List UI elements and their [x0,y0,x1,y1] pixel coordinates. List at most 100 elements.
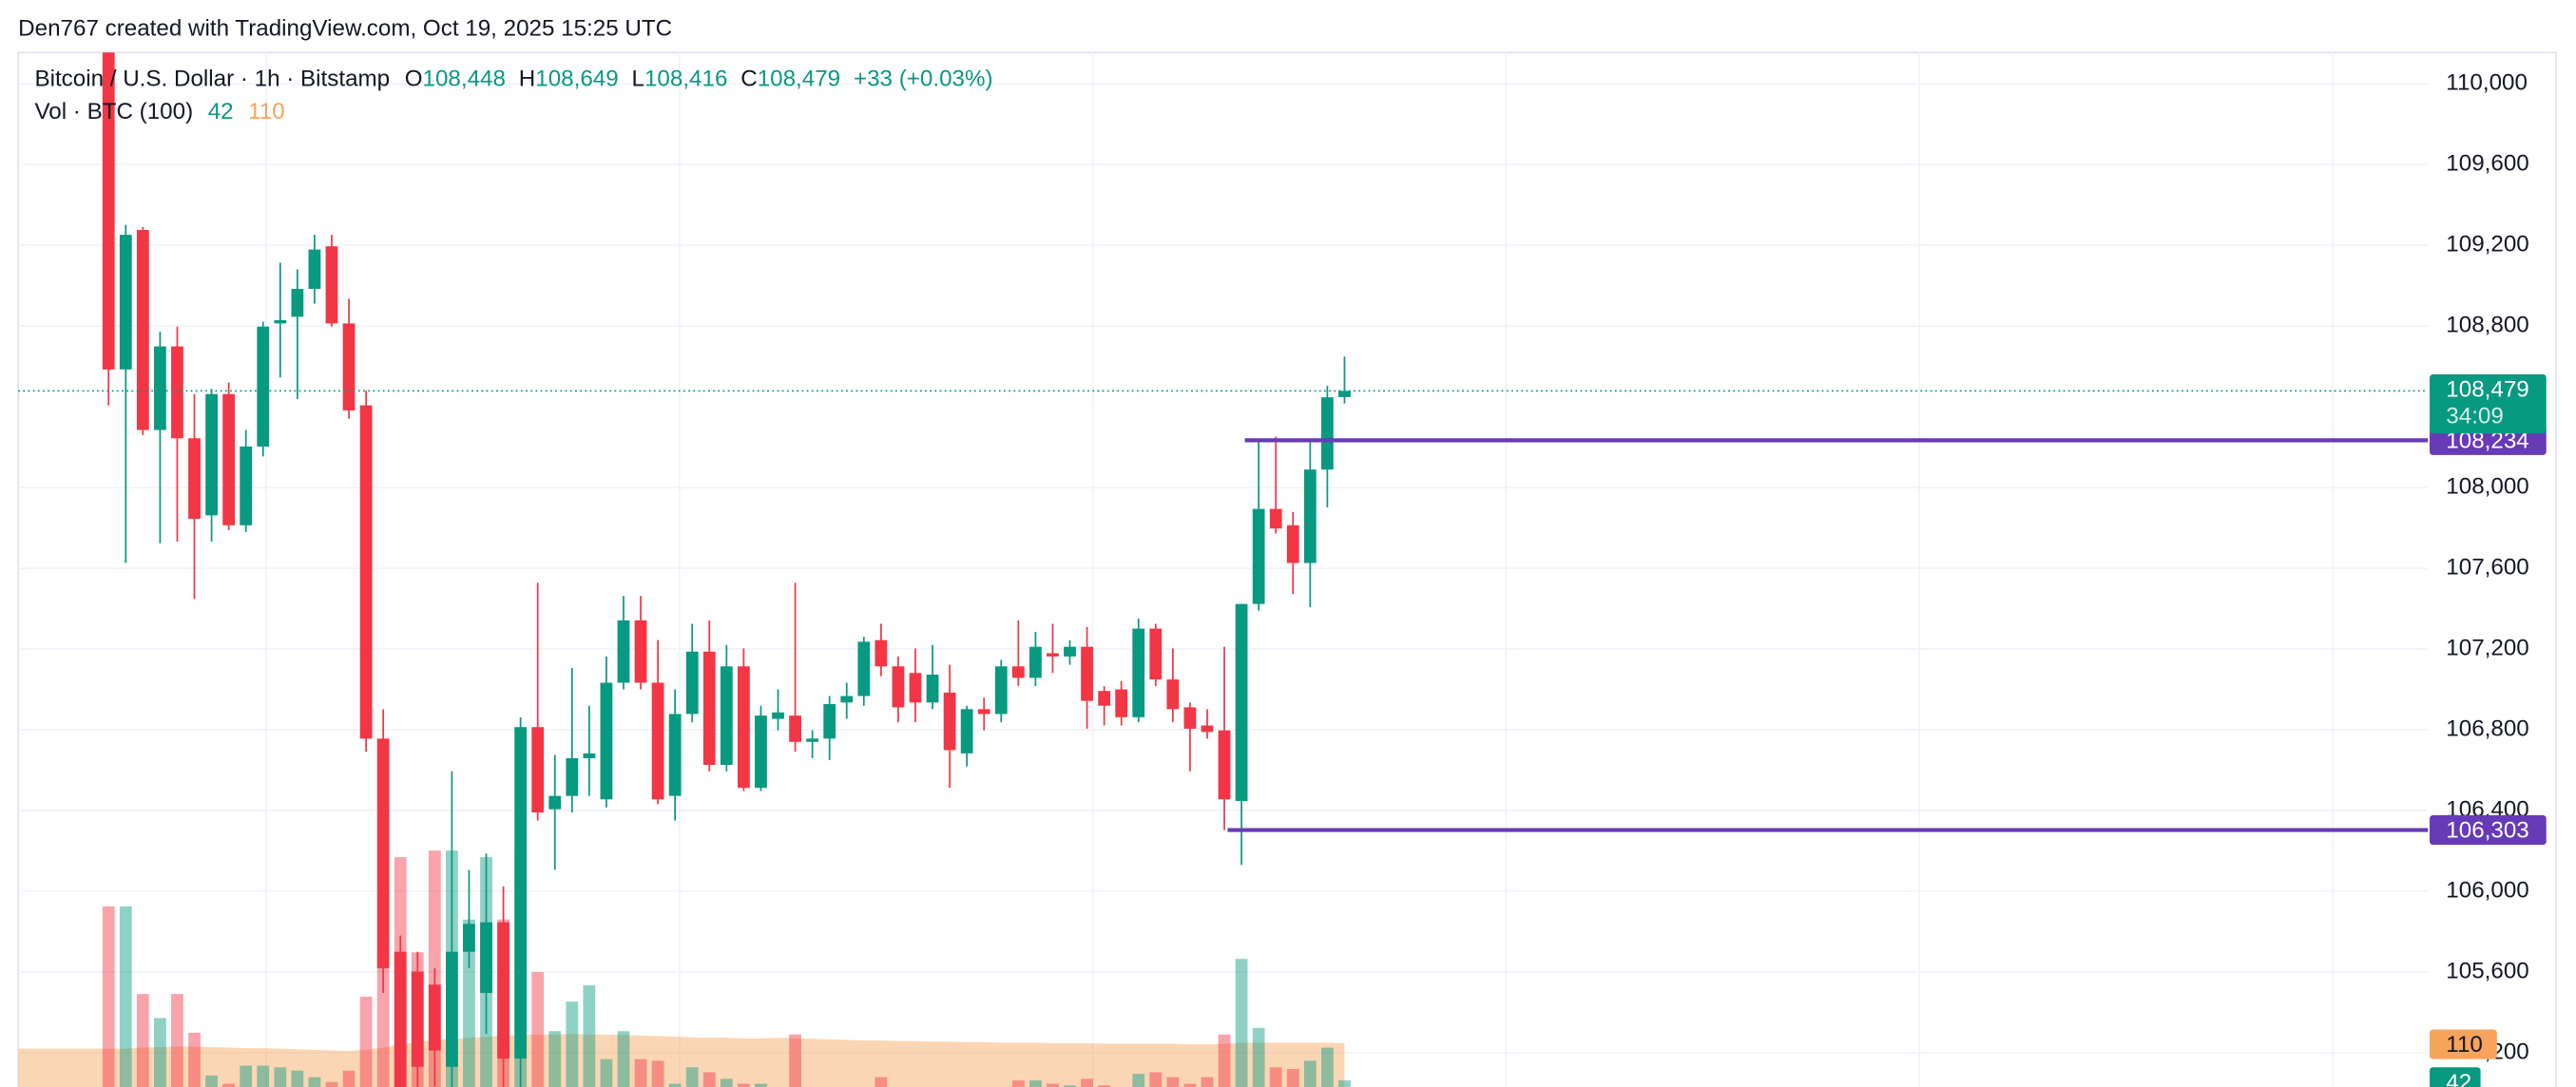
candle-body [1028,646,1042,678]
volume-bar [1218,1034,1231,1087]
candle-body [1011,666,1025,678]
candle-body [1218,730,1231,800]
candle-body [755,715,767,789]
candle-body [1269,508,1282,529]
volume-bar [222,1083,236,1087]
candle-body [634,620,647,683]
volume-bar [634,1058,647,1087]
candle-body [548,795,562,810]
volume-bar [342,1070,356,1087]
candle-body [685,651,699,715]
candle-body [1201,725,1214,733]
volume-bar [136,994,149,1087]
candle-body [651,682,664,800]
candle-body [463,924,475,952]
volume-bar [1047,1083,1059,1087]
candle-body [823,704,836,739]
ohlc-value: 108,416 [644,67,727,92]
candle-body [1064,646,1076,657]
volume-bar [702,1072,716,1087]
candle-body [342,323,356,410]
y-tick-label: 108,000 [2446,473,2528,499]
candle-body [583,753,596,758]
volume-bar [566,1001,579,1087]
volume-bar [274,1067,287,1087]
ohlc-name: O [405,67,423,92]
volume-bar [531,972,545,1087]
change: +33 (+0.03%) [854,67,993,92]
y-tick-label: 109,600 [2446,151,2528,177]
candle-body [1338,391,1351,397]
volume-bar [359,996,373,1087]
candle-body [1320,397,1334,470]
ohlc-name: C [740,67,757,92]
volume-bar [205,1075,218,1087]
last-price-label: 108,479 [2446,377,2528,403]
volume-bar [600,1058,613,1087]
level-label: 106,303 [2446,818,2528,844]
ohlc-value: 108,479 [758,67,840,92]
volume-legend: Vol · BTC (100) 42 110 [34,100,284,125]
volume-bar [548,1031,562,1087]
frame [17,51,2557,1087]
candle-body [806,738,819,742]
candle-body [171,346,183,439]
candle-body [994,666,1008,715]
volume-ma-scale-label: 110 [2446,1032,2483,1058]
candle-body [1115,689,1128,717]
candle-body [566,757,579,796]
volume-bar [1235,959,1248,1087]
candle-body [205,393,218,516]
volume-ma-last: 110 [248,100,285,125]
volume-bar [1320,1047,1334,1087]
candle-body [446,951,458,1067]
candle-body [857,641,871,696]
ohlc-value: 108,448 [423,67,506,92]
volume-bar [1183,1083,1197,1087]
volume-bar [188,1032,201,1087]
candle-body [772,712,784,719]
volume-scale-label: 42 [2446,1070,2471,1087]
volume-bar [1269,1067,1282,1087]
volume-ma-area [18,1034,1345,1087]
candle-body [977,709,990,715]
candle-body [188,438,201,520]
volume-bar [1338,1080,1351,1087]
volume-bar [102,906,115,1087]
candle-body [428,984,441,1051]
overlays: 110,000 109,600 109,200 108,800 108,000 107,6… [18,70,2547,1087]
candle-body [222,393,236,525]
candle-body [102,52,115,370]
volume-bar [668,1083,682,1087]
candle-body [359,405,373,739]
volume-bar [1081,1078,1093,1087]
candle-body [926,675,939,703]
candle-body [119,235,132,370]
candle-body [1132,628,1145,717]
volume-bar [685,1067,699,1087]
volume-bar [463,919,475,1087]
volume-bar [1149,1072,1163,1087]
y-tick-label: 107,600 [2446,554,2528,580]
symbol-legend: Bitcoin / U.S. Dollar · 1h · Bitstamp O10… [34,67,992,92]
candle-body [274,319,287,324]
volume-title: Vol · BTC (100) [34,100,193,125]
candle-body [514,727,528,1059]
candle-body [668,714,682,796]
volume-bar [291,1070,304,1087]
volume-bar [1252,1027,1265,1087]
candle-body [1252,508,1265,604]
candle-body [1081,646,1093,701]
volume-bar [720,1078,733,1087]
volume-bar [1166,1077,1180,1087]
volume-bar [1028,1080,1042,1087]
candle-body [943,692,956,751]
volume-ma-box [2430,1029,2497,1059]
volume-bar [1201,1077,1214,1087]
candle-body [702,651,716,765]
volume-bar [119,906,132,1087]
volume-bar [1132,1074,1145,1087]
ohlc-name: L [632,67,644,92]
